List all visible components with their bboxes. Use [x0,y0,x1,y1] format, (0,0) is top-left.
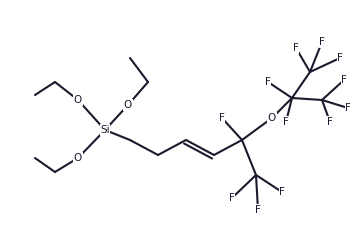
Text: F: F [219,113,225,123]
Text: F: F [337,53,343,63]
Text: F: F [345,103,351,113]
Text: F: F [265,77,271,87]
Text: O: O [74,95,82,105]
Text: Si: Si [100,125,110,135]
Text: F: F [255,205,261,215]
Text: F: F [283,117,289,127]
Text: F: F [327,117,333,127]
Text: O: O [124,100,132,110]
Text: F: F [229,193,235,203]
Text: F: F [341,75,347,85]
Text: F: F [293,43,299,53]
Text: F: F [279,187,285,197]
Text: O: O [74,153,82,163]
Text: F: F [319,37,325,47]
Text: O: O [268,113,276,123]
